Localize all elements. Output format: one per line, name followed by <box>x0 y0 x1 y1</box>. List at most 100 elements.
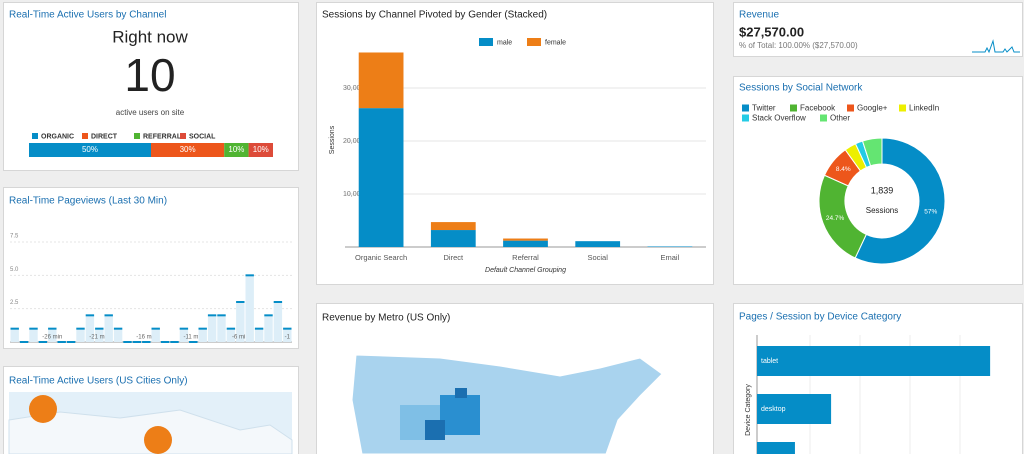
legend-swatch <box>32 133 38 139</box>
value-label: 24.7% <box>826 215 845 222</box>
legend-swatch <box>479 38 493 46</box>
y-tick-label: 2.5 <box>10 300 19 306</box>
legend-label: DIRECT <box>91 133 118 140</box>
legend-swatch <box>742 104 749 112</box>
y-tick-label: 5.0 <box>10 267 19 273</box>
donut-slice <box>854 137 946 265</box>
legend-label: ORGANIC <box>41 133 74 140</box>
legend-swatch <box>899 104 906 112</box>
bar-segment <box>248 143 273 157</box>
revenue-subtitle: % of Total: 100.00% ($27,570.00) <box>739 41 858 50</box>
x-tick-label: Direct <box>444 253 465 262</box>
map-region <box>425 420 445 440</box>
bar <box>245 275 254 342</box>
city-marker <box>144 426 172 454</box>
x-tick-label: Organic Search <box>355 253 407 262</box>
bar-segment <box>224 143 249 157</box>
legend-label: Google+ <box>857 104 888 113</box>
bar-segment <box>430 222 476 231</box>
bar <box>113 328 123 342</box>
panel <box>3 187 299 349</box>
bar <box>283 328 292 342</box>
bar-segment <box>430 230 476 247</box>
bar-segment <box>358 52 404 109</box>
bar-segment <box>575 241 621 247</box>
legend-label: SOCIAL <box>189 133 216 140</box>
bar <box>757 346 991 376</box>
legend-swatch <box>790 104 797 112</box>
panel-title: Sessions by Social Network <box>739 83 863 94</box>
bar-segment <box>503 238 548 241</box>
panel <box>733 303 1023 454</box>
x-tick-label: Referral <box>512 253 539 262</box>
legend-label: Stack Overflow <box>752 114 806 123</box>
bar-segment <box>358 108 404 247</box>
donut-slice <box>861 137 883 167</box>
bar <box>85 315 95 342</box>
bar-segment <box>647 246 693 247</box>
legend-swatch <box>527 38 541 46</box>
legend-swatch <box>134 133 140 139</box>
bar <box>104 315 113 342</box>
bar <box>207 315 217 342</box>
bar-segment <box>29 143 151 157</box>
legend-label: Other <box>830 114 850 123</box>
x-tick-label: -26 min <box>42 335 62 341</box>
x-tick-label: -21 min <box>89 335 109 341</box>
bar <box>226 328 236 342</box>
legend-swatch <box>180 133 186 139</box>
count: 10 <box>124 49 175 101</box>
category-label: desktop <box>761 406 786 413</box>
value-label: 10% <box>228 145 244 154</box>
x-tick-label: Social <box>587 253 608 262</box>
panel-title: Real-Time Active Users (US Cities Only) <box>9 376 188 387</box>
x-tick-label: Email <box>661 253 680 262</box>
category-label: tablet <box>761 358 778 365</box>
headline: Right now <box>112 27 188 46</box>
x-tick-label: -11 min <box>184 335 204 341</box>
bar <box>273 302 283 342</box>
legend-label: REFERRAL <box>143 133 182 140</box>
bar <box>254 328 264 342</box>
axis-title: Sessions <box>329 125 336 154</box>
y-tick-label: 30,000 <box>343 85 365 92</box>
panel <box>733 2 1023 57</box>
panel-title: Revenue by Metro (US Only) <box>322 313 450 324</box>
panel-title: Revenue <box>739 10 779 21</box>
bar <box>95 328 104 342</box>
bar-segment <box>503 240 548 247</box>
panel-title: Pages / Session by Device Category <box>739 312 901 323</box>
x-tick-label: -1 <box>285 335 291 341</box>
legend-swatch <box>820 114 827 122</box>
panel-title: Sessions by Channel Pivoted by Gender (S… <box>322 10 547 21</box>
y-tick-label: 20,000 <box>343 138 365 145</box>
axis-label: Device Category <box>745 384 752 436</box>
legend-label: Facebook <box>800 104 836 113</box>
panel-title: Real-Time Active Users by Channel <box>9 10 166 21</box>
legend-swatch <box>847 104 854 112</box>
legend-label: Twitter <box>752 104 776 113</box>
sparkline <box>972 39 1020 54</box>
bar <box>198 328 207 342</box>
panel-title: Real-Time Pageviews (Last 30 Min) <box>9 196 167 207</box>
value-label: 50% <box>82 145 98 154</box>
legend-swatch <box>742 114 749 122</box>
bar <box>29 328 38 342</box>
axis-title: Default Channel Grouping <box>485 267 566 274</box>
revenue-value: $27,570.00 <box>739 24 804 39</box>
map-region <box>455 388 467 398</box>
caption: active users on site <box>116 108 185 117</box>
city-marker <box>29 395 57 423</box>
value-label: 8.4% <box>836 166 851 173</box>
bar <box>48 328 57 342</box>
bar <box>264 315 273 342</box>
legend-label: LinkedIn <box>909 104 939 113</box>
legend-label: male <box>497 39 512 46</box>
bar <box>10 328 19 342</box>
panel <box>3 2 299 171</box>
bar <box>179 328 189 342</box>
legend-label: female <box>545 39 566 46</box>
x-tick-label: -16 min <box>136 335 156 341</box>
y-tick-label: 10,000 <box>343 191 365 198</box>
